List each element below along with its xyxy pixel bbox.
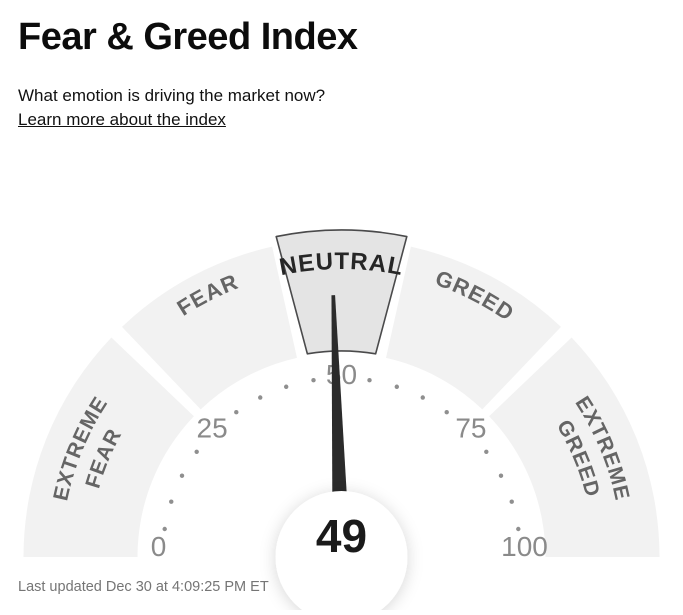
- gauge-tick-label: 75: [455, 413, 486, 444]
- gauge-dot: [516, 526, 521, 532]
- gauge-tick-label: 25: [197, 413, 228, 444]
- gauge-segment-extreme-greed: [489, 337, 660, 557]
- learn-more-link[interactable]: Learn more about the index: [18, 110, 226, 129]
- gauge-dot: [498, 473, 504, 478]
- gauge-dot: [162, 526, 167, 532]
- gauge-dot: [311, 378, 316, 383]
- subtitle: What emotion is driving the market now?: [18, 86, 326, 105]
- gauge-dot: [444, 409, 449, 415]
- gauge-dot: [367, 378, 372, 383]
- fear-greed-gauge: EXTREME FEAR FEAR NEUTRAL GREED EXTREME GREED 0…: [0, 180, 683, 615]
- gauge-segment-extreme-fear: [23, 337, 194, 557]
- page-title: Fear & Greed Index: [18, 16, 358, 58]
- gauge-dot: [258, 395, 263, 400]
- gauge-dot: [420, 395, 425, 400]
- gauge-center-circle: [275, 491, 408, 615]
- gauge-value: 49: [316, 510, 367, 562]
- gauge-needle: [331, 295, 350, 542]
- gauge-segment-greed: [386, 246, 561, 410]
- header: Fear & Greed Index What emotion is drivi…: [0, 0, 683, 131]
- gauge-dot: [179, 473, 185, 478]
- gauge-dot: [169, 499, 174, 504]
- last-updated-text: Last updated Dec 30 at 4:09:25 PM ET: [18, 579, 269, 595]
- gauge-dot: [509, 499, 514, 504]
- gauge-segment-neutral: [275, 229, 408, 355]
- gauge-segment-fear: [122, 246, 297, 410]
- gauge-tick-label: 100: [501, 531, 548, 562]
- gauge-tick-label: 0: [151, 531, 167, 562]
- gauge-dot: [234, 409, 239, 415]
- gauge-dot: [394, 384, 400, 389]
- gauge-dot: [194, 449, 199, 454]
- gauge-tick-label: 50: [326, 359, 357, 390]
- gauge-dot: [283, 384, 289, 389]
- gauge-dot: [484, 449, 489, 454]
